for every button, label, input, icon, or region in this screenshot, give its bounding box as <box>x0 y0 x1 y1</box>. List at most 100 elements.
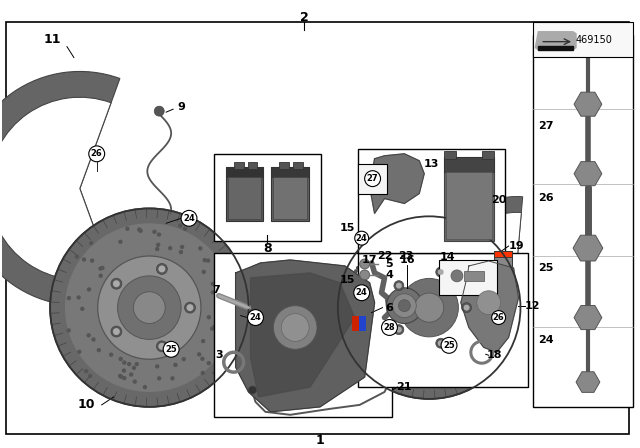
Bar <box>533 35 632 407</box>
Circle shape <box>80 306 84 311</box>
Circle shape <box>379 333 383 337</box>
Circle shape <box>228 336 232 341</box>
Text: 8: 8 <box>263 241 272 254</box>
Circle shape <box>211 290 215 294</box>
Text: 12: 12 <box>525 301 540 310</box>
Polygon shape <box>370 154 424 213</box>
Circle shape <box>394 280 404 291</box>
Circle shape <box>420 253 424 257</box>
Circle shape <box>415 293 444 322</box>
Circle shape <box>183 227 188 231</box>
Circle shape <box>282 314 309 341</box>
Circle shape <box>155 247 159 251</box>
Circle shape <box>198 246 202 250</box>
Circle shape <box>87 287 92 292</box>
Circle shape <box>181 211 197 226</box>
Circle shape <box>382 253 386 257</box>
Circle shape <box>351 230 507 385</box>
Circle shape <box>75 254 79 258</box>
Circle shape <box>200 371 205 375</box>
Circle shape <box>202 258 207 263</box>
Bar <box>271 167 309 221</box>
Circle shape <box>233 324 237 329</box>
Circle shape <box>111 278 122 289</box>
Text: 18: 18 <box>487 350 502 360</box>
Circle shape <box>229 341 234 345</box>
Circle shape <box>118 374 122 378</box>
Circle shape <box>386 253 390 257</box>
Text: 469150: 469150 <box>575 34 612 45</box>
Bar <box>226 167 264 177</box>
Circle shape <box>393 263 397 267</box>
Wedge shape <box>0 71 120 306</box>
Circle shape <box>477 352 481 356</box>
Circle shape <box>157 376 161 380</box>
Circle shape <box>113 280 120 287</box>
Circle shape <box>200 357 205 361</box>
Polygon shape <box>535 32 576 50</box>
Circle shape <box>495 328 499 332</box>
Circle shape <box>163 341 179 357</box>
Circle shape <box>441 337 457 353</box>
Circle shape <box>202 270 206 274</box>
Circle shape <box>504 324 509 328</box>
Circle shape <box>82 257 86 262</box>
Circle shape <box>478 252 482 256</box>
Circle shape <box>438 364 442 367</box>
Circle shape <box>152 229 157 234</box>
Circle shape <box>127 362 131 366</box>
Circle shape <box>89 146 105 162</box>
Circle shape <box>186 304 193 311</box>
Circle shape <box>491 334 495 337</box>
Circle shape <box>273 306 317 349</box>
Circle shape <box>377 363 381 367</box>
Circle shape <box>365 171 381 186</box>
Text: 17: 17 <box>362 255 378 265</box>
Text: 1: 1 <box>316 434 324 447</box>
Circle shape <box>413 232 417 236</box>
Text: 24: 24 <box>183 214 195 223</box>
Circle shape <box>197 352 202 357</box>
Circle shape <box>466 271 470 275</box>
Circle shape <box>99 274 103 278</box>
Circle shape <box>122 368 126 373</box>
Bar <box>352 315 358 332</box>
Circle shape <box>456 376 460 380</box>
Circle shape <box>360 259 370 269</box>
Circle shape <box>408 371 412 375</box>
Circle shape <box>479 246 483 250</box>
Circle shape <box>88 374 92 378</box>
Circle shape <box>210 327 214 331</box>
Circle shape <box>206 258 211 263</box>
Circle shape <box>229 289 234 294</box>
Circle shape <box>396 283 402 289</box>
Circle shape <box>407 372 411 375</box>
Circle shape <box>360 309 364 313</box>
Circle shape <box>338 216 520 399</box>
Circle shape <box>477 288 481 292</box>
Polygon shape <box>90 283 115 318</box>
Bar <box>279 162 289 169</box>
Text: 24: 24 <box>356 234 367 243</box>
Circle shape <box>367 352 371 356</box>
Circle shape <box>349 298 353 302</box>
Bar <box>358 149 504 253</box>
Circle shape <box>67 296 71 300</box>
Circle shape <box>156 263 167 274</box>
Circle shape <box>392 294 416 318</box>
Circle shape <box>436 267 445 277</box>
Circle shape <box>184 302 195 313</box>
Circle shape <box>143 385 147 389</box>
Circle shape <box>360 270 370 280</box>
Circle shape <box>353 332 356 336</box>
Circle shape <box>98 256 201 359</box>
Text: 7: 7 <box>212 285 220 295</box>
Bar <box>234 162 244 169</box>
Circle shape <box>378 284 382 287</box>
Bar <box>444 157 493 172</box>
Circle shape <box>207 315 211 319</box>
Bar <box>482 151 493 159</box>
Bar <box>226 167 264 221</box>
Circle shape <box>137 228 141 232</box>
Circle shape <box>490 342 494 346</box>
